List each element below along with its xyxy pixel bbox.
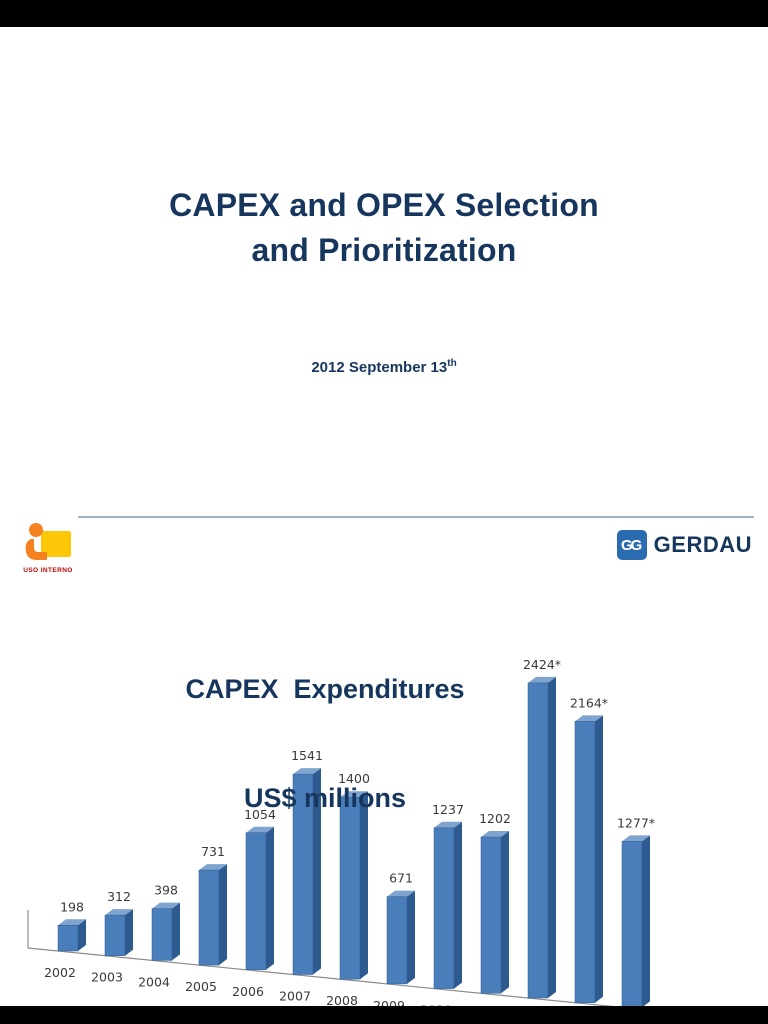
x-axis-label: 2003 <box>91 970 123 985</box>
bar-value-label: 398 <box>154 883 178 898</box>
bar-side-2006 <box>266 826 274 970</box>
bar-value-label: 312 <box>107 889 131 904</box>
bar-2005 <box>198 869 220 966</box>
bar-2007 <box>292 773 314 975</box>
bar-2012 <box>527 682 549 999</box>
bar-top-2014 <box>622 835 650 842</box>
x-axis-label: 2004 <box>138 974 170 989</box>
gerdau-mark-icon: GG <box>616 530 647 560</box>
bar-value-label: 198 <box>60 899 84 914</box>
date-superscript: th <box>447 358 457 369</box>
slide1-title: CAPEX and OPEX Selection and Prioritizat… <box>0 183 768 274</box>
footer-divider <box>78 516 754 518</box>
slide1-title-line2: and Prioritization <box>251 232 517 269</box>
bar-top-2013 <box>575 715 603 722</box>
bar-2010 <box>433 827 455 989</box>
bar-top-2003 <box>105 909 133 916</box>
bar-side-2014 <box>642 835 650 1008</box>
bar-value-label: 1054 <box>244 807 276 822</box>
bar-top-2007 <box>293 768 321 775</box>
x-axis-label: 2006 <box>232 984 264 999</box>
bar-side-2009 <box>407 890 415 984</box>
bar-top-2002 <box>58 919 86 926</box>
gerdau-wordmark: GERDAU <box>653 532 752 557</box>
bar-top-2011 <box>481 831 509 838</box>
bar-side-2011 <box>501 831 509 994</box>
bar-2002 <box>57 925 79 952</box>
x-axis-label: 2002 <box>44 965 76 980</box>
bar-2013 <box>574 721 596 1003</box>
date-text: 2012 September 13 <box>311 359 448 376</box>
bar-value-label: 1541 <box>291 748 323 763</box>
bar-top-2012 <box>528 676 556 683</box>
uso-interno-icon <box>25 523 71 560</box>
bar-value-label: 731 <box>201 844 225 859</box>
slide1-title-line1: CAPEX and OPEX Selection <box>169 187 599 223</box>
bar-side-2005 <box>219 864 227 966</box>
bar-value-label: 1277* <box>617 815 655 830</box>
chart-title: CAPEX Expenditures US$ millions <box>135 598 515 890</box>
bar-2014 <box>621 841 643 1008</box>
bar-side-2012 <box>548 676 556 998</box>
bar-side-2007 <box>313 768 321 975</box>
bar-2003 <box>104 914 126 956</box>
bar-value-label: 671 <box>389 871 413 886</box>
top-black-bar <box>0 0 768 27</box>
bar-top-2010 <box>434 821 462 828</box>
bar-side-2010 <box>454 821 462 989</box>
bar-2004 <box>151 908 173 961</box>
bar-top-2005 <box>199 864 227 871</box>
bottom-black-bar <box>0 1006 768 1024</box>
bar-top-2008 <box>340 791 368 798</box>
uso-interno-logo: USO INTERNO <box>16 522 80 574</box>
bar-2006 <box>245 832 267 971</box>
bar-2011 <box>480 836 502 994</box>
bar-value-label: 1400 <box>338 771 370 786</box>
bar-side-2002 <box>78 919 86 951</box>
bar-top-2004 <box>152 902 180 909</box>
chart-title-line1: CAPEX Expenditures <box>185 673 465 704</box>
bar-side-2003 <box>125 909 133 956</box>
x-axis-label: 2007 <box>279 989 311 1004</box>
bar-top-2009 <box>387 890 415 897</box>
bar-side-2008 <box>360 791 368 980</box>
bar-2009 <box>386 896 408 985</box>
bar-side-2004 <box>172 902 180 961</box>
gerdau-logo: GG GERDAU <box>616 530 752 560</box>
bar-2008 <box>339 796 361 980</box>
slide1-date: 2012 September 13th <box>0 358 768 376</box>
x-axis-label: 2008 <box>326 993 358 1008</box>
bar-value-label: 1202 <box>479 811 511 826</box>
uso-interno-text: USO INTERNO <box>23 567 73 574</box>
bar-value-label: 1237 <box>432 802 464 817</box>
bar-value-label: 2424* <box>523 657 561 672</box>
bar-value-label: 2164* <box>570 695 608 710</box>
chart-title-line2: US$ millions <box>243 783 407 814</box>
bar-side-2013 <box>595 715 603 1003</box>
x-axis-label: 2005 <box>185 979 217 994</box>
bar-top-2006 <box>246 826 274 833</box>
